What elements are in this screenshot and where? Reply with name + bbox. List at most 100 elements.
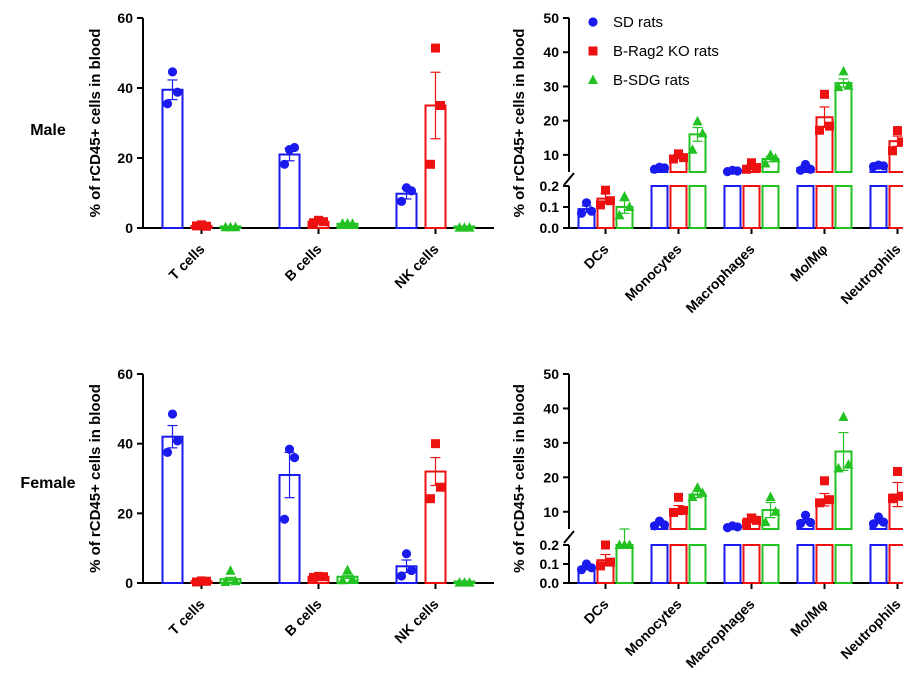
data-point: [436, 101, 445, 110]
y-tick-label: 10: [543, 147, 559, 163]
y-tick-label: 40: [543, 44, 559, 60]
data-point: [732, 522, 743, 532]
bar-b-sdg-rats-0: [615, 544, 634, 584]
data-point: [747, 513, 756, 523]
data-point: [697, 487, 708, 497]
data-point: [197, 220, 206, 230]
data-point: [795, 518, 806, 529]
bar-b-rag2-ko-rats-2-lower: [742, 185, 761, 229]
axis-break-mark: [563, 530, 575, 544]
data-point: [805, 164, 816, 174]
data-point: [843, 459, 854, 469]
data-point: [342, 564, 353, 575]
data-point: [279, 514, 290, 524]
data-point: [805, 517, 816, 528]
data-point: [576, 565, 587, 575]
data-point: [167, 409, 178, 419]
data-point: [167, 67, 178, 77]
data-point: [687, 491, 698, 501]
data-point: [742, 519, 751, 529]
data-point: [878, 517, 889, 527]
data-point: [833, 462, 844, 473]
data-point: [815, 498, 824, 508]
data-point: [800, 510, 811, 520]
bar-sd-rats-0: [161, 88, 184, 229]
data-point: [162, 99, 173, 109]
data-point: [337, 574, 348, 585]
data-point: [843, 80, 854, 90]
bar-sd-rats-4-lower: [869, 185, 888, 229]
axis-break-mark: [563, 172, 575, 186]
bar-b-rag2-ko-rats-3-lower: [815, 544, 834, 584]
data-point: [838, 65, 849, 76]
data-point: [202, 576, 211, 586]
y-tick-label: 50: [543, 10, 559, 26]
y-tick-label: 0.2: [540, 537, 560, 553]
data-point: [192, 577, 201, 587]
data-point: [679, 153, 688, 163]
data-point: [649, 521, 660, 531]
data-point: [279, 159, 290, 169]
data-point: [576, 208, 587, 218]
data-point: [614, 539, 625, 549]
data-point: [692, 115, 703, 126]
data-point: [815, 125, 824, 135]
row-label-male: Male: [30, 122, 66, 139]
data-point: [747, 158, 756, 168]
panel-female-myeloid: 0.0 0.1 0.2 10 20 30 40 50 % of rCD45+ cells in …: [511, 366, 903, 671]
bar-b-sdg-rats-3: [834, 82, 853, 173]
bar-b-sdg-rats-3-lower: [834, 185, 853, 229]
data-point: [401, 549, 412, 559]
x-tick-label: Macrophages: [682, 596, 757, 671]
data-point: [426, 494, 435, 504]
bar-b-rag2-ko-rats-3-lower: [815, 185, 834, 229]
data-point: [230, 221, 241, 232]
data-point: [172, 436, 183, 446]
bar-b-sdg-rats-2-lower: [761, 544, 780, 584]
x-tick-label: Monocytes: [622, 241, 685, 304]
data-point: [225, 565, 236, 575]
bar-sd-rats-3-lower: [796, 185, 815, 229]
data-point: [674, 149, 683, 159]
data-point: [192, 221, 201, 231]
data-point: [898, 491, 903, 501]
data-point: [624, 201, 635, 211]
data-point: [426, 159, 435, 169]
data-point: [674, 492, 683, 502]
data-point: [825, 121, 834, 131]
data-point: [601, 540, 610, 550]
legend-marker: [588, 17, 598, 27]
y-tick-label: 0.1: [540, 199, 560, 215]
y-tick-label: 0.2: [540, 178, 560, 194]
data-point: [601, 185, 610, 195]
data-point: [833, 81, 844, 92]
panel-female-lymphoid: 0 20 40 60 % of rCD45+ cells in blood T cells…: [87, 366, 494, 646]
x-tick-label: T cells: [165, 596, 207, 638]
data-point: [396, 196, 407, 206]
data-point: [669, 154, 678, 164]
data-point: [314, 215, 323, 225]
data-point: [220, 576, 231, 586]
data-point: [888, 494, 897, 504]
data-point: [760, 157, 771, 168]
data-point: [659, 163, 670, 173]
y-tick-label: 0.0: [540, 575, 560, 591]
data-point: [614, 209, 625, 220]
data-point: [619, 191, 630, 201]
data-point: [396, 571, 407, 581]
data-point: [586, 206, 597, 216]
y-tick-label: 40: [543, 400, 559, 416]
data-point: [732, 166, 743, 176]
x-tick-label: Macrophages: [682, 241, 757, 316]
data-point: [765, 491, 776, 501]
x-tick-label: Neutrophils: [837, 596, 903, 662]
bar-b-rag2-ko-rats-1-lower: [669, 544, 688, 584]
data-point: [289, 142, 300, 153]
bar-sd-rats-2-lower: [723, 544, 742, 584]
bar-sd-rats-4-lower: [869, 544, 888, 584]
bar-sd-rats-1-lower: [650, 185, 669, 229]
y-axis-title: % of rCD45+ cells in blood: [87, 29, 104, 218]
data-point: [162, 447, 173, 457]
bar-sd-rats-1-lower: [650, 544, 669, 584]
